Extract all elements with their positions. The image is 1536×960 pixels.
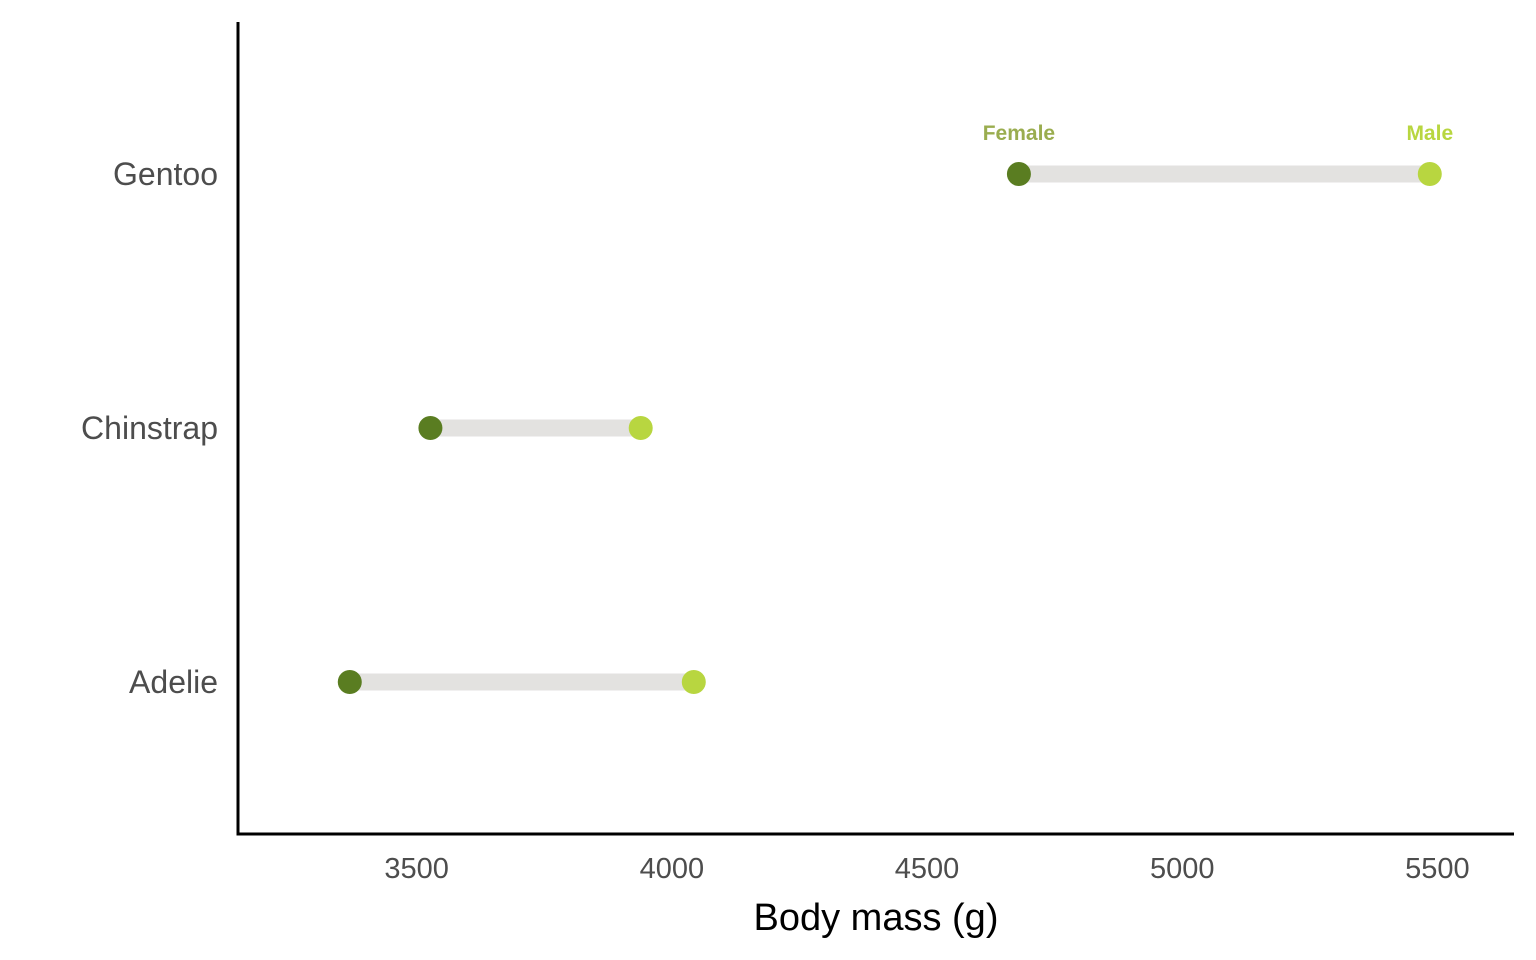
x-tick-label-5000: 5000: [1150, 853, 1215, 885]
point-chinstrap-male: [628, 416, 653, 440]
segments-layer: [349, 165, 1430, 691]
x-tick-label-4500: 4500: [895, 853, 960, 885]
points-layer: [337, 162, 1442, 694]
category-label-chinstrap: Chinstrap: [81, 410, 218, 446]
x-tick-label-5500: 5500: [1405, 853, 1470, 885]
y-axis-labels: Gentoo Chinstrap Adelie: [81, 156, 218, 700]
x-tick-label-4000: 4000: [640, 853, 705, 885]
category-label-gentoo: Gentoo: [113, 156, 218, 192]
category-label-adelie: Adelie: [129, 664, 218, 700]
point-adelie-male: [681, 670, 706, 694]
series-labels-layer: Female Male: [983, 122, 1453, 145]
x-axis-title: Body mass (g): [754, 897, 999, 939]
point-adelie-female: [337, 670, 362, 694]
x-axis-tick-labels: 3500 4000 4500 5000 5500: [384, 853, 1469, 885]
series-label-male: Male: [1406, 122, 1453, 145]
point-chinstrap-female: [418, 416, 443, 440]
series-label-female: Female: [983, 122, 1055, 145]
x-tick-label-3500: 3500: [384, 853, 449, 885]
point-gentoo-male: [1417, 162, 1442, 186]
point-gentoo-female: [1006, 162, 1031, 186]
